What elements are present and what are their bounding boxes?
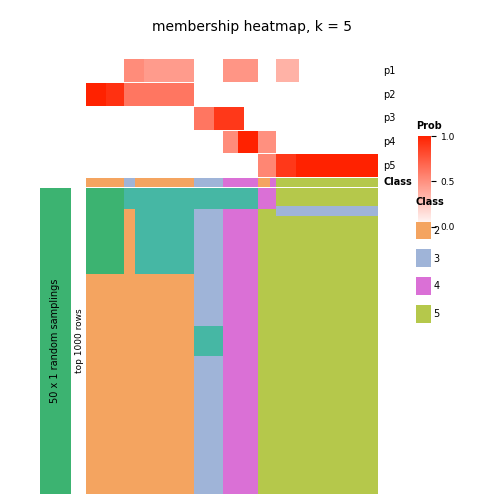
Text: p2: p2 bbox=[383, 90, 396, 99]
Bar bbox=[223, 131, 238, 153]
Text: 3: 3 bbox=[433, 254, 439, 264]
Bar bbox=[123, 178, 136, 187]
Text: 4: 4 bbox=[433, 281, 439, 291]
Text: Class: Class bbox=[383, 177, 412, 187]
Bar bbox=[136, 178, 194, 187]
Bar bbox=[223, 426, 258, 494]
Bar bbox=[194, 326, 223, 356]
Bar bbox=[86, 83, 106, 106]
Text: p5: p5 bbox=[383, 161, 396, 170]
Bar bbox=[276, 216, 378, 494]
Bar bbox=[123, 59, 144, 82]
Bar bbox=[270, 188, 276, 209]
Bar bbox=[194, 209, 223, 326]
Bar bbox=[238, 131, 258, 153]
Bar bbox=[86, 274, 123, 494]
Text: Class: Class bbox=[416, 197, 445, 207]
Text: p1: p1 bbox=[383, 66, 396, 76]
Text: Prob: Prob bbox=[416, 121, 442, 131]
Bar bbox=[258, 188, 270, 209]
Bar bbox=[258, 209, 270, 494]
Bar bbox=[136, 274, 194, 494]
Bar bbox=[144, 59, 194, 82]
Bar bbox=[123, 83, 194, 106]
Bar bbox=[270, 178, 276, 187]
Bar bbox=[106, 83, 123, 106]
Bar bbox=[123, 209, 136, 494]
Bar bbox=[86, 188, 123, 274]
Text: p4: p4 bbox=[383, 137, 396, 147]
Bar bbox=[276, 206, 378, 216]
Bar bbox=[276, 154, 296, 177]
Bar bbox=[258, 178, 270, 187]
Bar bbox=[223, 188, 258, 209]
Bar bbox=[258, 154, 276, 177]
Text: p3: p3 bbox=[383, 113, 396, 123]
Bar bbox=[223, 178, 258, 187]
Bar bbox=[86, 178, 123, 187]
Bar bbox=[136, 188, 194, 274]
Bar bbox=[194, 188, 223, 209]
Bar bbox=[194, 356, 223, 494]
Bar bbox=[194, 178, 223, 187]
Text: membership heatmap, k = 5: membership heatmap, k = 5 bbox=[152, 20, 352, 34]
Bar bbox=[276, 188, 378, 206]
Bar bbox=[214, 107, 243, 130]
Bar bbox=[194, 107, 214, 130]
Bar bbox=[296, 154, 326, 177]
Bar bbox=[123, 188, 136, 209]
Bar bbox=[276, 59, 299, 82]
Bar bbox=[270, 209, 276, 494]
Bar bbox=[326, 154, 378, 177]
Bar bbox=[223, 59, 258, 82]
Bar bbox=[223, 209, 258, 402]
Bar bbox=[223, 402, 258, 426]
Text: 50 x 1 random samplings: 50 x 1 random samplings bbox=[50, 279, 60, 403]
Text: 2: 2 bbox=[433, 226, 439, 236]
Bar bbox=[276, 178, 378, 187]
Text: top 1000 rows: top 1000 rows bbox=[75, 308, 84, 373]
Bar bbox=[258, 131, 276, 153]
Text: 5: 5 bbox=[433, 309, 439, 319]
